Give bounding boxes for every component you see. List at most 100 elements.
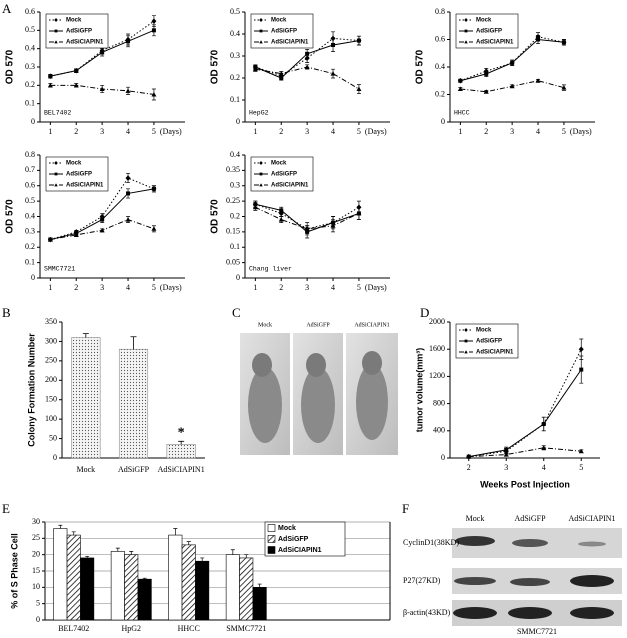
y-tick-label: 0.1 bbox=[25, 98, 35, 107]
marker bbox=[125, 88, 131, 93]
x-tick-label: SMMC7721 bbox=[226, 624, 266, 633]
y-axis-label: OD 570 bbox=[5, 199, 16, 234]
marker bbox=[259, 40, 263, 44]
y-tick-label: 0.4 bbox=[25, 211, 35, 220]
x-tick-label: 3 bbox=[305, 283, 309, 292]
blot-row: P27(27KD) bbox=[403, 576, 441, 585]
panel-label: F bbox=[402, 501, 409, 516]
marker bbox=[100, 50, 105, 55]
y-tick-label: 0.3 bbox=[25, 227, 35, 236]
y-tick-label: 0.4 bbox=[230, 150, 240, 159]
y-tick-label: 0.1 bbox=[230, 95, 240, 104]
bar bbox=[53, 528, 68, 621]
bar bbox=[137, 578, 152, 621]
y-tick-label: 0 bbox=[236, 273, 240, 282]
x-tick-label: Mock bbox=[76, 465, 95, 474]
x-axis-label: (Days) bbox=[160, 127, 182, 136]
x-tick-label: 1 bbox=[48, 127, 52, 136]
x-tick-label: 2 bbox=[279, 127, 283, 136]
x-tick-label: 4 bbox=[126, 283, 130, 292]
y-tick-label: 0 bbox=[441, 117, 445, 126]
legend-label: Mock bbox=[271, 18, 287, 24]
y-tick-label: 0 bbox=[31, 117, 35, 126]
marker bbox=[484, 71, 489, 76]
legend-label: AdSiCIAPIN1 bbox=[271, 40, 309, 46]
x-axis-label: (Days) bbox=[365, 283, 387, 292]
bar bbox=[239, 557, 254, 621]
panel-label: C bbox=[232, 305, 241, 320]
series-line bbox=[468, 348, 582, 458]
marker bbox=[279, 76, 284, 80]
legend-label: AdSiGFP bbox=[66, 172, 92, 178]
x-tick-label: 5 bbox=[562, 127, 566, 136]
y-tick-label: 2000 bbox=[429, 317, 445, 326]
legend-label: AdSiCIAPIN1 bbox=[66, 183, 104, 189]
series-line bbox=[468, 369, 582, 458]
y-axis-label: OD 570 bbox=[5, 49, 16, 84]
legend-label: AdSiGFP bbox=[476, 339, 502, 345]
x-tick-label: 3 bbox=[305, 127, 309, 136]
x-tick-label: 2 bbox=[467, 463, 471, 472]
marker bbox=[252, 66, 258, 72]
bar bbox=[71, 337, 101, 459]
x-tick-label: 1 bbox=[253, 283, 257, 292]
legend-box bbox=[264, 521, 346, 557]
y-axis-label: OD 570 bbox=[415, 49, 426, 84]
y-tick-label: 15 bbox=[32, 566, 40, 575]
legend-label: AdSiGFP bbox=[271, 29, 297, 35]
marker bbox=[125, 175, 131, 181]
bar bbox=[181, 544, 196, 621]
marker bbox=[464, 328, 468, 332]
blot-column: AdSiCIAPIN1 bbox=[568, 514, 615, 523]
cell-line-label: Chang liver bbox=[249, 266, 292, 273]
marker bbox=[151, 92, 157, 97]
marker bbox=[561, 85, 567, 90]
y-tick-label: 800 bbox=[433, 398, 445, 407]
marker bbox=[54, 161, 58, 165]
marker bbox=[252, 204, 258, 210]
marker bbox=[125, 217, 131, 222]
y-tick-label: 1600 bbox=[429, 344, 445, 353]
x-axis-label: (Days) bbox=[570, 127, 592, 136]
error-bar bbox=[142, 577, 147, 580]
legend-label: Mock bbox=[66, 18, 82, 24]
y-tick-label: 50 bbox=[49, 433, 57, 442]
marker bbox=[561, 40, 566, 45]
x-axis-label: (Days) bbox=[365, 127, 387, 136]
x-tick-label: 5 bbox=[357, 127, 361, 136]
western-blot bbox=[452, 528, 622, 626]
y-tick-label: 0.15 bbox=[226, 227, 240, 236]
error-bar bbox=[85, 555, 90, 558]
error-bar bbox=[71, 531, 76, 536]
error-bar bbox=[115, 547, 120, 552]
marker bbox=[259, 29, 263, 33]
marker bbox=[126, 191, 131, 196]
y-tick-label: 0.5 bbox=[25, 196, 35, 205]
x-tick-label: 2 bbox=[279, 283, 283, 292]
bar bbox=[118, 348, 149, 459]
y-tick-label: 400 bbox=[433, 426, 445, 435]
y-tick-label: 0.2 bbox=[230, 211, 240, 220]
error-bar bbox=[173, 528, 178, 536]
y-axis-label: OD 570 bbox=[210, 49, 221, 84]
marker bbox=[304, 226, 310, 231]
marker bbox=[54, 18, 58, 22]
legend-label: AdSiGFP bbox=[66, 29, 92, 35]
marker bbox=[259, 183, 263, 187]
legend-label: AdSiCIAPIN1 bbox=[476, 350, 514, 356]
x-tick-label: 4 bbox=[331, 127, 335, 136]
marker bbox=[54, 183, 58, 187]
photo-label: AdSiCIAPIN1 bbox=[354, 322, 389, 328]
marker bbox=[503, 452, 509, 457]
blot-caption: SMMC7721 bbox=[517, 627, 557, 636]
panel-label: B bbox=[2, 305, 11, 320]
marker bbox=[458, 78, 463, 83]
y-tick-label: 0.4 bbox=[435, 62, 445, 71]
marker bbox=[464, 350, 468, 354]
x-tick-label: 4 bbox=[126, 127, 130, 136]
series-line bbox=[255, 37, 359, 77]
series-line bbox=[255, 206, 360, 230]
legend-label: Mock bbox=[278, 525, 296, 532]
legend-swatch bbox=[267, 535, 276, 543]
cell-line-label: HepG2 bbox=[249, 110, 269, 117]
